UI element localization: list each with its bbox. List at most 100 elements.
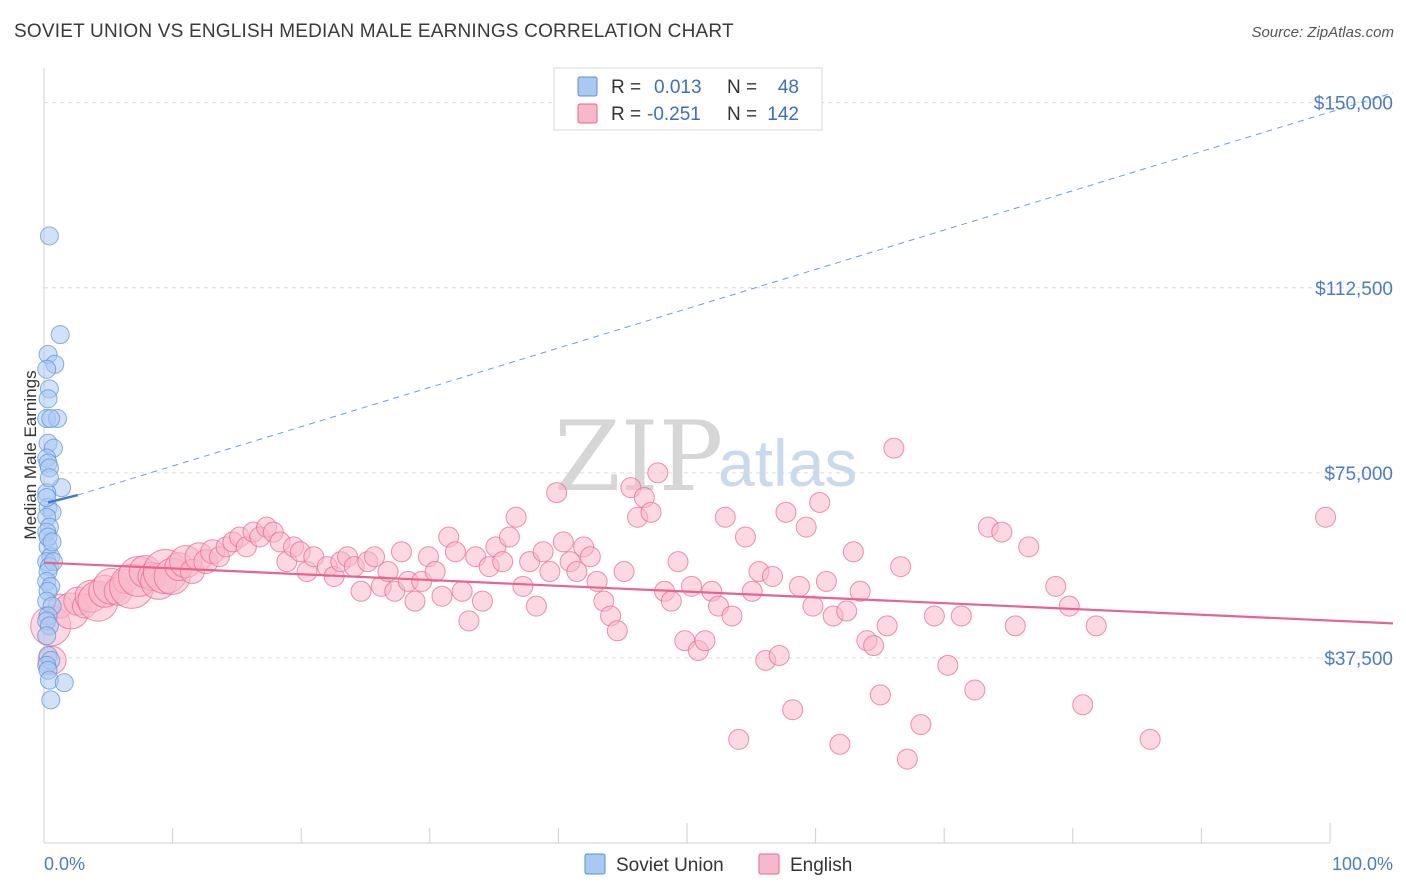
watermark-atlas: atlas (718, 426, 857, 500)
english-point (869, 684, 891, 706)
soviet-union-point (41, 409, 61, 429)
english-point (552, 531, 574, 553)
english-point (721, 605, 743, 627)
english-point (775, 501, 797, 523)
soviet-union-point (39, 226, 59, 246)
english-point (492, 551, 514, 573)
english-point (404, 590, 426, 612)
legend: R = 0.013 N = 48 R = -0.251 N = 142 (553, 67, 823, 131)
english-point (1315, 506, 1337, 528)
legend-r-value-english: -0.251 (647, 104, 701, 125)
x-tick-label-max: 100.0% (1332, 854, 1393, 874)
legend-r-label-english: R = (611, 104, 641, 125)
scatter-points (30, 226, 1337, 770)
english-point (950, 605, 972, 627)
legend-n-label-english: N = (727, 104, 757, 125)
soviet-union-point (37, 488, 57, 508)
english-point (613, 561, 635, 583)
y-tick-labels: $37,500 $75,000 $112,500 $150,000 (1314, 94, 1393, 670)
english-point (451, 580, 473, 602)
chart-title: SOVIET UNION VS ENGLISH MEDIAN MALE EARN… (14, 21, 734, 42)
soviet-union-point (41, 690, 61, 710)
english-point (546, 482, 568, 504)
bottom-legend-swatch-soviet-union (584, 853, 606, 875)
legend-n-label-soviet-union: N = (727, 77, 757, 98)
english-point (849, 580, 871, 602)
english-point (964, 679, 986, 701)
english-point (836, 600, 858, 622)
legend-box (553, 67, 823, 131)
english-point (1139, 728, 1161, 750)
x-tick-label-min: 0.0% (44, 854, 85, 874)
english-point (788, 575, 810, 597)
english-point (532, 541, 554, 563)
english-point (424, 561, 446, 583)
english-point (640, 501, 662, 523)
english-point (910, 714, 932, 736)
english-point (991, 521, 1013, 543)
english-point (876, 615, 898, 637)
english-point (815, 570, 837, 592)
english-point (761, 565, 783, 587)
english-point (1072, 694, 1094, 716)
english-point (667, 551, 689, 573)
gridlines (44, 102, 1393, 659)
english-point (377, 561, 399, 583)
english-point (734, 526, 756, 548)
y-tick-label: $37,500 (1324, 649, 1393, 670)
english-point (458, 610, 480, 632)
english-point (1045, 575, 1067, 597)
english-point (809, 491, 831, 513)
english-point (566, 561, 588, 583)
y-tick-label: $75,000 (1324, 464, 1393, 485)
english-trend-line (43, 561, 1394, 625)
english-point (505, 506, 527, 528)
soviet-union-point (38, 389, 58, 409)
english-point (728, 728, 750, 750)
english-point (681, 575, 703, 597)
bottom-legend: Soviet Union English (584, 853, 852, 876)
y-tick-label: $112,500 (1315, 279, 1393, 300)
english-point (364, 546, 386, 568)
english-point (431, 585, 453, 607)
english-point (714, 506, 736, 528)
legend-n-value-english: 142 (767, 104, 799, 125)
legend-r-value-soviet-union: 0.013 (654, 77, 702, 98)
english-point (863, 635, 885, 657)
english-point (660, 590, 682, 612)
soviet-union-point (50, 325, 70, 345)
soviet-union-point (42, 532, 62, 552)
english-point (525, 595, 547, 617)
english-point (647, 462, 669, 484)
bottom-legend-label-soviet-union: Soviet Union (616, 855, 724, 876)
soviet-union-point (39, 468, 59, 488)
y-axis-title: Median Male Earnings (21, 370, 40, 539)
soviet-union-point (37, 359, 57, 379)
english-point (802, 595, 824, 617)
english-point (539, 561, 561, 583)
english-point (829, 733, 851, 755)
english-point (1058, 595, 1080, 617)
english-point (768, 644, 790, 666)
english-point (444, 541, 466, 563)
english-point (842, 541, 864, 563)
english-point (694, 630, 716, 652)
english-point (896, 748, 918, 770)
english-point (890, 556, 912, 578)
english-point (741, 580, 763, 602)
soviet-union-point (54, 673, 74, 693)
english-point (512, 575, 534, 597)
english-point (937, 654, 959, 676)
bottom-legend-swatch-english (758, 853, 780, 875)
english-point (923, 605, 945, 627)
english-point (1085, 615, 1107, 637)
english-point (795, 516, 817, 538)
english-point (883, 437, 905, 459)
legend-swatch-soviet-union (577, 76, 598, 97)
legend-n-value-soviet-union: 48 (778, 77, 799, 98)
legend-swatch-english (577, 103, 598, 124)
source-credit: Source: ZipAtlas.com (1251, 24, 1394, 41)
english-point (350, 580, 372, 602)
soviet-union-trend-extrapolated (77, 92, 1394, 496)
